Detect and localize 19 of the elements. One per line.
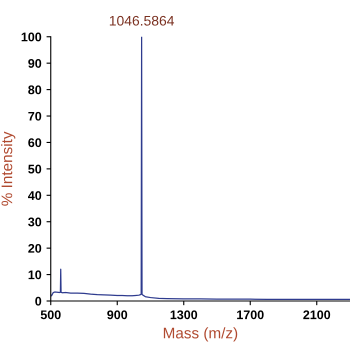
x-axis-title: Mass (m/z): [164, 327, 238, 342]
y-tick-label: 40: [28, 191, 42, 200]
x-tick-label: 500: [40, 310, 61, 320]
y-tick-label: 80: [28, 85, 42, 94]
y-tick-label: 90: [28, 58, 42, 68]
y-axis-title: % Intensity: [1, 132, 16, 206]
x-tick-label: 900: [107, 310, 128, 320]
y-tick-label: 20: [28, 244, 42, 253]
x-tick-label: 1700: [237, 310, 264, 320]
y-tick-label: 50: [28, 164, 42, 174]
annotation: 1046.5864: [110, 16, 174, 26]
x-tick-label: 1300: [170, 310, 198, 320]
y-tick-label: 0: [35, 296, 42, 306]
y-tick-label: 10: [28, 270, 42, 280]
x-tick-label: 2100: [303, 310, 330, 320]
y-tick-label: 70: [28, 112, 42, 121]
y-tick-label: 60: [28, 138, 42, 148]
y-tick-label: 100: [22, 32, 42, 42]
y-tick-label: 30: [28, 218, 42, 226]
